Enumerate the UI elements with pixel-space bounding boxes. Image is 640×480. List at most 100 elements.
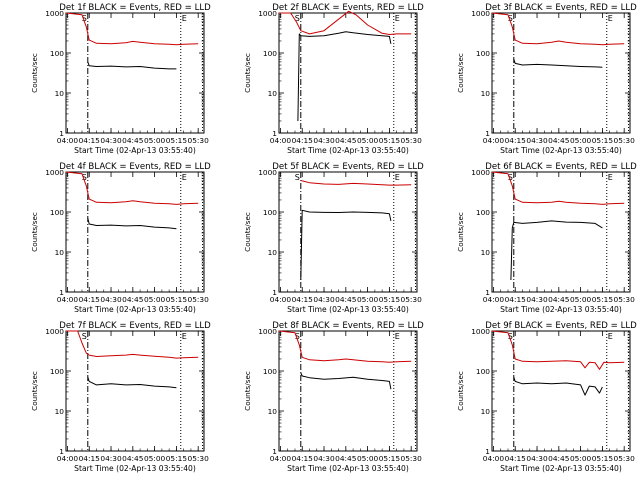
x-axis-label: Start Time (02-Apr-13 03:55:40) [500, 305, 622, 314]
x-tick-label: 04:00 [483, 295, 505, 304]
x-tick-label: 04:30 [526, 295, 548, 304]
panel-title: Det 7f BLACK = Events, RED = LLD [59, 321, 211, 331]
events-series-line [87, 377, 177, 389]
events-series-line [513, 377, 603, 396]
y-tick-label: 1000 [45, 327, 64, 336]
x-tick-label: 04:45 [548, 136, 570, 145]
end-marker: E [395, 173, 400, 182]
start-marker: S [295, 14, 300, 23]
panel-title: Det 4f BLACK = Events, RED = LLD [59, 162, 211, 172]
x-tick-label: 05:00 [570, 295, 592, 304]
start-marker: S [295, 173, 300, 182]
y-tick-label: 1 [59, 288, 64, 297]
y-tick-label: 1000 [258, 168, 277, 177]
x-tick-label: 05:15 [592, 454, 614, 463]
y-axis-label: Counts/sec [243, 212, 252, 252]
x-tick-label: 04:00 [57, 136, 79, 145]
x-tick-label: 04:15 [79, 295, 101, 304]
y-tick-label: 1000 [471, 168, 490, 177]
events-series-line [300, 372, 392, 390]
x-tick-label: 05:00 [357, 136, 379, 145]
events-series-line [513, 59, 603, 68]
x-tick-label: 04:30 [313, 454, 335, 463]
x-tick-label: 04:15 [79, 136, 101, 145]
chart-panel: Det 5f BLACK = Events, RED = LLD Counts/s… [243, 162, 424, 314]
x-tick-label: 05:30 [188, 454, 210, 463]
x-tick-label: 05:15 [166, 295, 188, 304]
y-tick-label: 100 [263, 208, 277, 217]
end-marker: E [608, 332, 613, 341]
start-marker: S [82, 332, 87, 341]
x-axis-label: Start Time (02-Apr-13 03:55:40) [500, 464, 622, 473]
x-axis-label: Start Time (02-Apr-13 03:55:40) [287, 464, 409, 473]
lld-series-line [279, 10, 412, 35]
x-tick-label: 04:15 [292, 454, 314, 463]
x-tick-label: 04:00 [57, 454, 79, 463]
x-tick-label: 04:45 [335, 454, 357, 463]
y-axis-label: Counts/sec [30, 53, 39, 93]
y-axis-label: Counts/sec [30, 371, 39, 411]
events-series-line [510, 220, 603, 281]
y-tick-label: 1 [485, 288, 490, 297]
y-tick-label: 10 [55, 248, 65, 257]
y-tick-label: 100 [476, 367, 490, 376]
lld-series-line [66, 330, 199, 359]
y-axis-label: Counts/sec [456, 212, 465, 252]
y-tick-label: 1000 [471, 9, 490, 18]
x-tick-label: 05:00 [144, 295, 166, 304]
x-tick-label: 04:30 [313, 295, 335, 304]
x-tick-label: 04:45 [335, 295, 357, 304]
y-tick-label: 1 [485, 129, 490, 138]
plot-frame [65, 12, 205, 134]
y-tick-label: 10 [55, 89, 65, 98]
x-tick-label: 04:45 [548, 454, 570, 463]
y-tick-label: 1 [59, 129, 64, 138]
y-tick-label: 1 [272, 129, 277, 138]
chart-panel: Det 8f BLACK = Events, RED = LLD Counts/s… [243, 321, 424, 473]
x-tick-label: 04:45 [122, 295, 144, 304]
events-series-line [300, 209, 392, 281]
y-tick-label: 10 [481, 89, 491, 98]
panel-title: Det 3f BLACK = Events, RED = LLD [485, 3, 637, 13]
lld-series-line [491, 171, 625, 205]
y-tick-label: 10 [268, 89, 278, 98]
plot-frame [491, 330, 631, 452]
y-axis-label: Counts/sec [243, 53, 252, 93]
y-axis-label: Counts/sec [30, 212, 39, 252]
plot-frame [65, 171, 205, 293]
lld-series-line [491, 330, 625, 370]
start-marker: S [508, 14, 513, 23]
panel-title: Det 6f BLACK = Events, RED = LLD [485, 162, 637, 172]
chart-panel: Det 6f BLACK = Events, RED = LLD Counts/s… [456, 162, 637, 314]
x-tick-label: 05:00 [570, 136, 592, 145]
x-tick-label: 04:15 [292, 295, 314, 304]
lld-series-line [278, 330, 412, 363]
x-tick-label: 05:30 [614, 295, 636, 304]
y-tick-label: 10 [481, 407, 491, 416]
start-marker: S [82, 14, 87, 23]
x-tick-label: 05:30 [614, 454, 636, 463]
x-tick-label: 04:30 [526, 454, 548, 463]
chart-panel: Det 3f BLACK = Events, RED = LLD Counts/s… [456, 3, 637, 155]
plot-frame [491, 12, 631, 134]
lld-series-line [300, 179, 412, 186]
x-tick-label: 04:30 [100, 136, 122, 145]
y-tick-label: 10 [268, 407, 278, 416]
y-axis-label: Counts/sec [243, 371, 252, 411]
x-tick-label: 04:15 [292, 136, 314, 145]
x-tick-label: 04:15 [505, 454, 527, 463]
x-tick-label: 04:45 [122, 454, 144, 463]
x-tick-label: 04:00 [57, 295, 79, 304]
x-tick-label: 05:30 [401, 295, 423, 304]
start-marker: S [508, 332, 513, 341]
start-marker: S [508, 173, 513, 182]
y-tick-label: 100 [476, 208, 490, 217]
y-tick-label: 100 [50, 208, 64, 217]
y-tick-label: 10 [481, 248, 491, 257]
y-tick-label: 1000 [45, 168, 64, 177]
y-tick-label: 1 [272, 447, 277, 456]
x-tick-label: 05:15 [166, 454, 188, 463]
x-axis-label: Start Time (02-Apr-13 03:55:40) [74, 305, 196, 314]
events-series-line [87, 218, 177, 230]
